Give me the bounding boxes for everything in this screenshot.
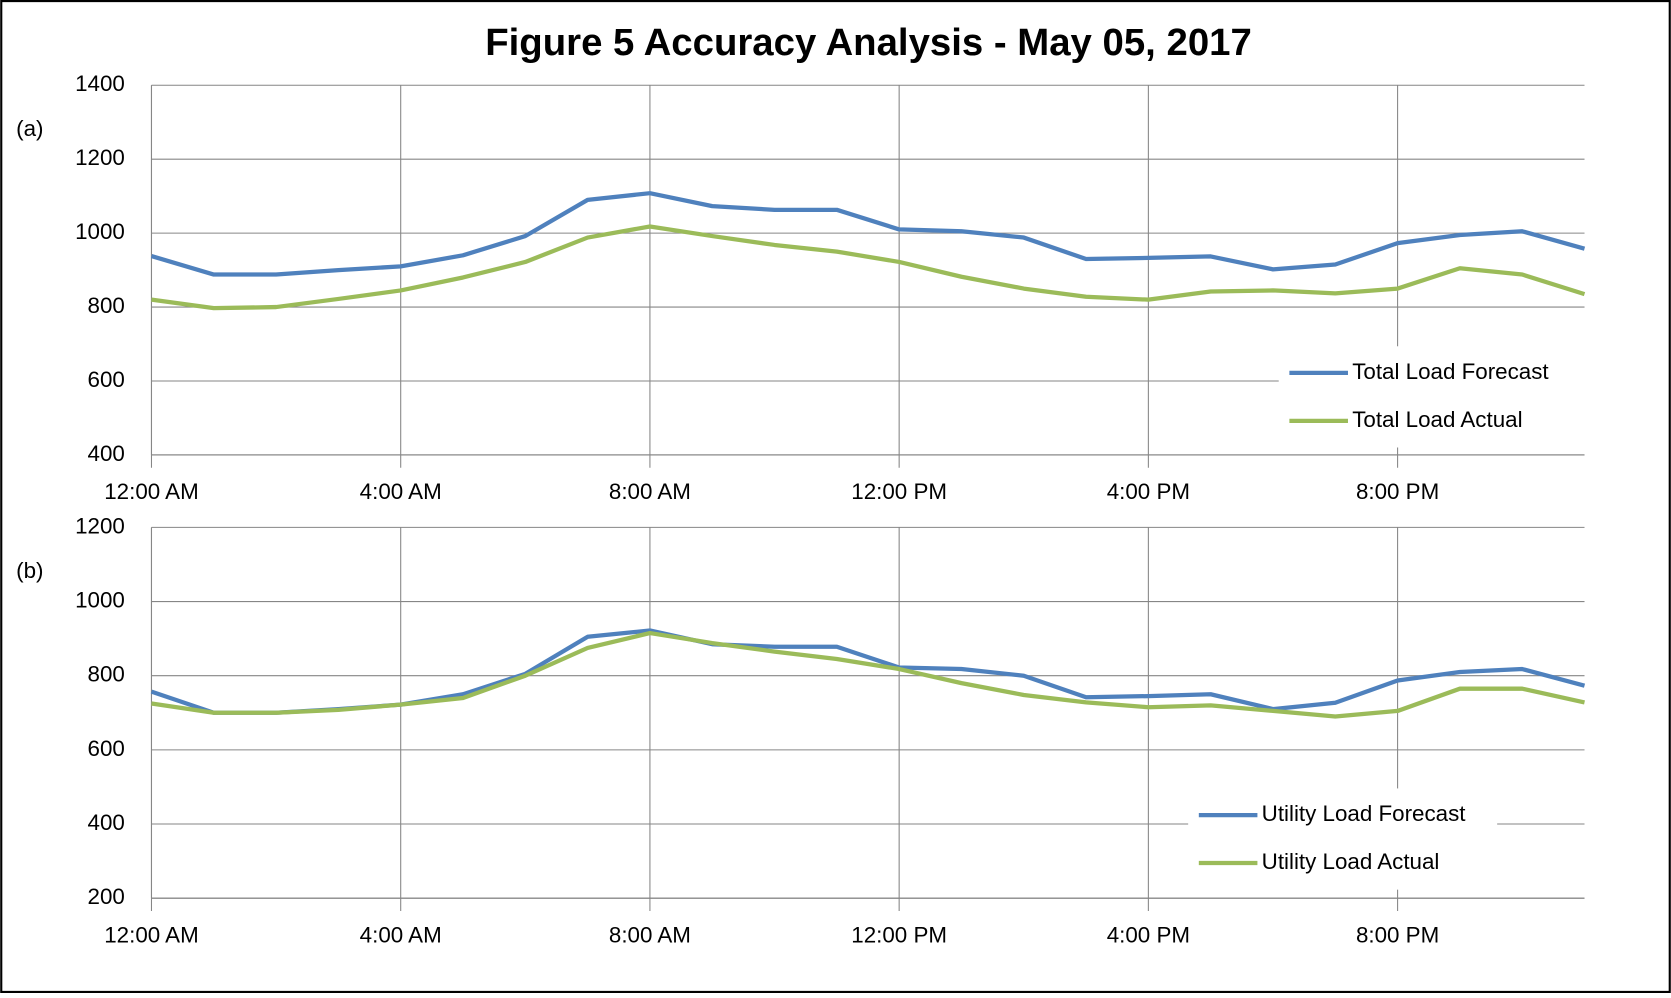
chart-title: Figure 5 Accuracy Analysis - May 05, 201… [485, 21, 1252, 64]
data-line [151, 224, 1586, 311]
legend-label: Total Load Actual [1352, 407, 1522, 432]
y-tick-label: 1400 [75, 71, 125, 96]
y-tick-label: 1200 [75, 513, 125, 538]
x-tick-label: 4:00 AM [360, 922, 442, 947]
x-tick-label: 12:00 PM [851, 479, 947, 504]
x-tick-label: 4:00 PM [1107, 479, 1190, 504]
legend-box [1278, 346, 1588, 448]
y-tick-label: 800 [88, 662, 125, 687]
y-tick-label: 600 [88, 736, 125, 761]
x-tick-label: 8:00 AM [609, 922, 691, 947]
y-tick-label: 1200 [75, 145, 125, 170]
x-tick-label: 4:00 AM [360, 479, 442, 504]
y-tick-label: 400 [88, 810, 125, 835]
x-tick-label: 12:00 PM [851, 922, 947, 947]
legend-label: Utility Load Actual [1262, 849, 1440, 874]
y-tick-label: 200 [88, 884, 125, 909]
x-tick-label: 12:00 AM [104, 479, 198, 504]
x-tick-label: 8:00 PM [1356, 922, 1439, 947]
x-tick-label: 8:00 AM [609, 479, 691, 504]
panel-label: (a) [16, 116, 43, 141]
y-tick-label: 1000 [75, 587, 125, 612]
y-tick-label: 600 [88, 367, 125, 392]
data-line [150, 191, 1586, 277]
y-tick-label: 1000 [75, 219, 125, 244]
x-tick-label: 8:00 PM [1356, 479, 1439, 504]
legend-label: Utility Load Forecast [1262, 801, 1467, 826]
data-line [151, 630, 1585, 719]
legend-box [1188, 788, 1498, 890]
panel-label: (b) [16, 558, 43, 583]
y-tick-label: 400 [88, 441, 125, 466]
x-tick-label: 4:00 PM [1107, 922, 1190, 947]
legend-label: Total Load Forecast [1352, 359, 1549, 384]
x-tick-label: 12:00 AM [104, 922, 198, 947]
y-tick-label: 800 [88, 293, 125, 318]
